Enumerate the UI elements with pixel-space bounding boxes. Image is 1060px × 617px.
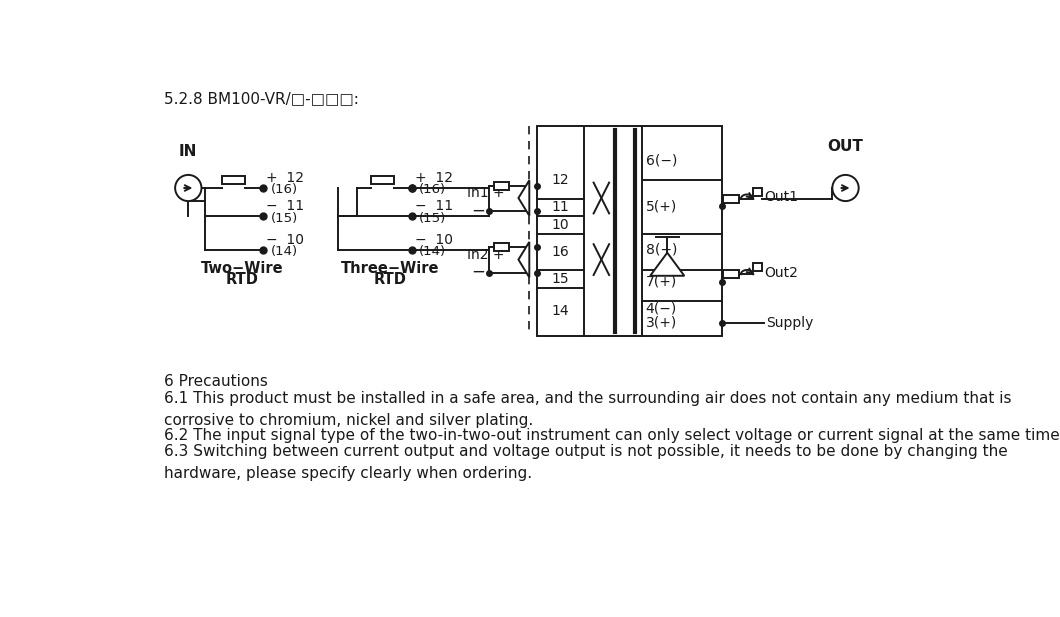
- Text: 6.2 The input signal type of the two-in-two-out instrument can only select volta: 6.2 The input signal type of the two-in-…: [163, 428, 1060, 443]
- Bar: [222, 176, 245, 184]
- Text: 6.1 This product must be installed in a safe area, and the surrounding air does : 6.1 This product must be installed in a …: [163, 391, 1011, 428]
- Bar: [723, 195, 739, 202]
- Bar: [494, 182, 509, 189]
- Bar: [371, 176, 394, 184]
- Text: (15): (15): [420, 212, 446, 225]
- Text: 12: 12: [551, 173, 569, 188]
- Text: 6.3 Switching between current output and voltage output is not possible, it need: 6.3 Switching between current output and…: [163, 444, 1007, 481]
- Text: −  10: − 10: [266, 233, 304, 247]
- Text: (14): (14): [420, 244, 446, 258]
- Text: 5(+): 5(+): [646, 199, 676, 213]
- Text: +  12: + 12: [414, 171, 453, 185]
- Text: IN: IN: [179, 144, 197, 159]
- Text: +  12: + 12: [266, 171, 304, 185]
- Bar: [753, 263, 762, 271]
- Text: −  11: − 11: [266, 199, 304, 213]
- Circle shape: [832, 175, 859, 201]
- Text: In1 +: In1 +: [467, 186, 505, 201]
- Bar: [494, 244, 509, 251]
- Polygon shape: [650, 253, 685, 276]
- Text: Two−Wire: Two−Wire: [201, 261, 284, 276]
- Text: 7(+): 7(+): [646, 275, 676, 289]
- Text: 4(−): 4(−): [646, 302, 676, 316]
- Text: 10: 10: [551, 218, 569, 232]
- Text: 6 Precautions: 6 Precautions: [163, 375, 267, 389]
- Text: (15): (15): [270, 212, 298, 225]
- Text: (16): (16): [270, 183, 298, 196]
- Text: −  10: − 10: [414, 233, 453, 247]
- Text: −  11: − 11: [414, 199, 453, 213]
- Circle shape: [175, 175, 201, 201]
- Text: 14: 14: [551, 304, 569, 318]
- Bar: [723, 270, 739, 278]
- Text: RTD: RTD: [373, 272, 406, 288]
- Text: 8(−): 8(−): [646, 242, 677, 257]
- Bar: [537, 126, 722, 336]
- Text: Out2: Out2: [764, 266, 798, 280]
- Text: Out1: Out1: [764, 190, 798, 204]
- Text: −: −: [472, 263, 485, 281]
- Text: 6(−): 6(−): [646, 153, 677, 167]
- Text: RTD: RTD: [226, 272, 259, 288]
- Text: Supply: Supply: [766, 316, 814, 329]
- Text: 11: 11: [551, 201, 569, 214]
- Text: 3(+): 3(+): [646, 316, 676, 329]
- Text: (14): (14): [270, 244, 298, 258]
- Text: In2 +: In2 +: [467, 248, 505, 262]
- Bar: [753, 188, 762, 196]
- Text: 5.2.8 BM100-VR/□-□□□:: 5.2.8 BM100-VR/□-□□□:: [163, 91, 358, 106]
- Text: OUT: OUT: [828, 139, 864, 154]
- Text: 15: 15: [551, 272, 569, 286]
- Polygon shape: [518, 242, 529, 277]
- Polygon shape: [518, 180, 529, 216]
- Text: (16): (16): [420, 183, 446, 196]
- Text: Three−Wire: Three−Wire: [340, 261, 439, 276]
- Text: 16: 16: [551, 245, 569, 259]
- Text: −: −: [472, 201, 485, 219]
